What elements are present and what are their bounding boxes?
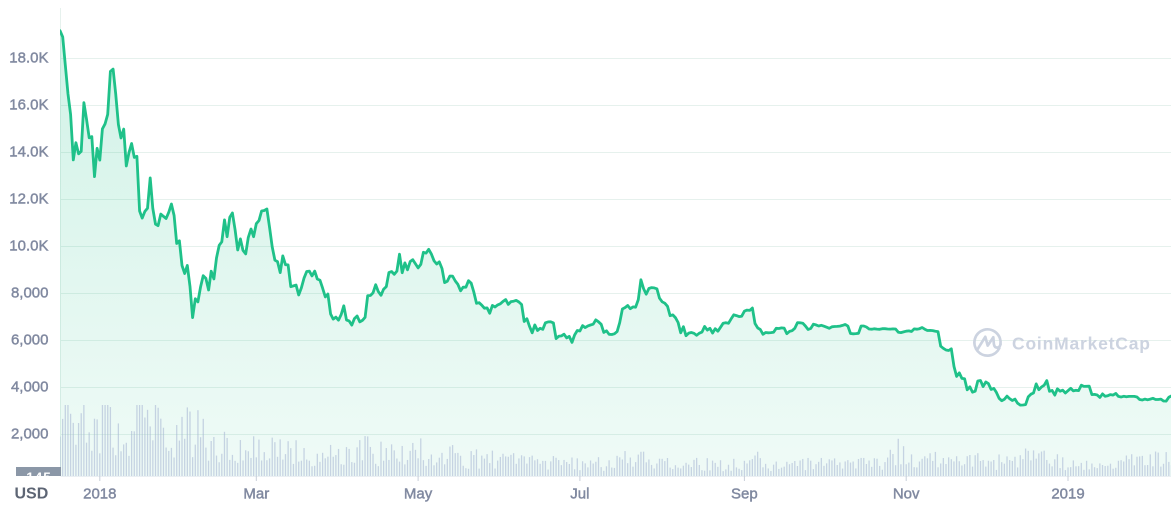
svg-text:Nov: Nov xyxy=(893,486,920,503)
svg-text:CoinMarketCap: CoinMarketCap xyxy=(1012,334,1151,354)
svg-text:May: May xyxy=(404,486,433,503)
svg-text:Mar: Mar xyxy=(243,486,269,503)
svg-text:Sep: Sep xyxy=(731,486,758,503)
svg-text:10.0K: 10.0K xyxy=(9,238,48,255)
svg-text:18.0K: 18.0K xyxy=(9,50,48,67)
svg-text:6,000: 6,000 xyxy=(11,332,49,349)
svg-text:Jul: Jul xyxy=(570,486,589,503)
svg-text:145: 145 xyxy=(26,470,52,485)
svg-text:16.0K: 16.0K xyxy=(9,97,48,114)
svg-text:12.0K: 12.0K xyxy=(9,191,48,208)
svg-text:14.0K: 14.0K xyxy=(9,144,48,161)
svg-text:8,000: 8,000 xyxy=(11,285,49,302)
svg-text:2,000: 2,000 xyxy=(11,426,49,443)
svg-text:2018: 2018 xyxy=(83,486,116,503)
svg-text:2019: 2019 xyxy=(1051,486,1084,503)
svg-text:4,000: 4,000 xyxy=(11,379,49,396)
svg-text:USD: USD xyxy=(15,486,49,503)
